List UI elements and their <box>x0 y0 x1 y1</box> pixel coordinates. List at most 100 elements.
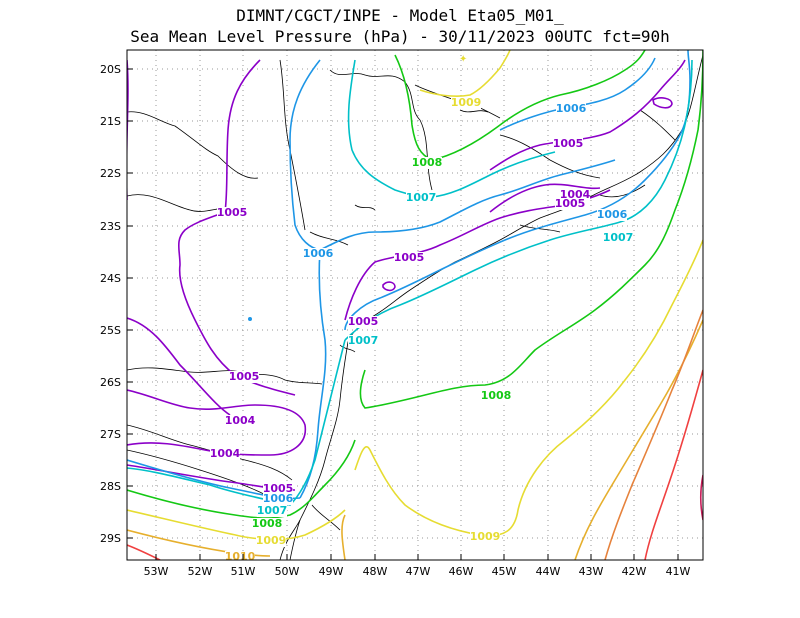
isobar-1005-lower <box>127 317 231 416</box>
contour-label: 1010 <box>225 550 256 563</box>
map-title-line-2: Sea Mean Level Pressure (hPa) - 30/11/20… <box>130 27 670 46</box>
isobar-1010-south <box>341 514 346 560</box>
lat-tick-label: 21S <box>100 115 121 128</box>
isobar-1008-sw <box>127 439 356 519</box>
contour-label: 1005 <box>229 370 260 383</box>
isobar-1009-north <box>419 50 511 97</box>
map-title-line-1: DIMNT/CGCT/INPE - Model Eta05_M01_ <box>236 6 564 25</box>
contour-label: 1009 <box>470 530 501 543</box>
contour-label-bg <box>394 252 424 264</box>
contour-label: 1005 <box>555 197 586 210</box>
coastline-borders <box>127 54 703 560</box>
isobar-1007-upper <box>344 59 693 341</box>
contour-label: 1007 <box>406 191 437 204</box>
contour-label: 1009 <box>451 96 482 109</box>
lat-tick-label: 22S <box>100 167 121 180</box>
lon-tick-label: 49W <box>319 565 344 578</box>
station-marker-star: ✦ <box>459 54 467 65</box>
isobar-1006-ne <box>499 57 656 131</box>
lat-tick-label: 23S <box>100 220 121 233</box>
contour-label: 1007 <box>348 334 379 347</box>
isobar-1008-coast <box>359 50 703 409</box>
lon-tick-label: 45W <box>492 565 517 578</box>
map-frame <box>126 49 704 561</box>
contour-label-bg <box>553 138 583 150</box>
lon-tick-label: 51W <box>231 565 256 578</box>
contour-label-bg <box>555 198 585 210</box>
contour-label-bg <box>303 248 333 260</box>
lat-axis: 20S 21S 22S 23S 24S 25S 26S 27S 28S 29S <box>100 63 133 545</box>
isobar-1004-cell-2 <box>382 281 396 292</box>
contour-label: 1004 <box>210 447 241 460</box>
lon-tick-label: 48W <box>363 565 388 578</box>
contour-label: 1007 <box>603 231 634 244</box>
contour-label-bg <box>256 535 286 547</box>
contour-label-bg <box>451 97 481 109</box>
lat-tick-label: 24S <box>100 272 121 285</box>
isobar-1004-cell <box>652 97 673 109</box>
contour-label: 1005 <box>553 137 584 150</box>
lon-tick-label: 44W <box>536 565 561 578</box>
lat-tick-label: 28S <box>100 480 121 493</box>
contour-label: 1008 <box>481 389 512 402</box>
isobar-1006-main <box>289 59 616 251</box>
lat-tick-label: 25S <box>100 324 121 337</box>
contour-label-bg <box>556 103 586 115</box>
lon-tick-label: 41W <box>666 565 691 578</box>
contour-label-bg <box>263 483 293 495</box>
isobar-1005-main <box>177 59 296 396</box>
isobar-1007-coast <box>127 339 346 506</box>
contour-label: 1005 <box>263 482 294 495</box>
contour-label-bg <box>229 371 259 383</box>
lat-lon-grid <box>127 50 703 560</box>
isobar-1005-ne <box>489 59 686 171</box>
contour-label-bg <box>225 415 255 427</box>
contour-label-bg <box>348 316 378 328</box>
isobar-1006-stem <box>299 249 327 499</box>
lon-tick-label: 42W <box>622 565 647 578</box>
contour-label: 1009 <box>256 534 287 547</box>
isobar-1012 <box>127 369 703 560</box>
contour-label: 1006 <box>263 492 294 505</box>
contour-label: 1007 <box>257 504 288 517</box>
contour-label: 1006 <box>303 247 334 260</box>
isobar-1007-main <box>347 59 556 198</box>
lon-tick-label: 53W <box>144 565 169 578</box>
contour-label-bg <box>412 157 442 169</box>
isobar-1004 <box>127 389 306 456</box>
contour-label-bg <box>257 505 287 517</box>
contour-label: 1008 <box>412 156 443 169</box>
contour-label-bg <box>348 335 378 347</box>
lon-axis: 53W 52W 51W 50W 49W 48W 47W 46W 45W 44W 43W 42W 41W <box>144 554 691 578</box>
contour-label: 1004 <box>225 414 256 427</box>
contour-label-bg <box>597 209 627 221</box>
contour-label-bg <box>210 448 240 460</box>
contour-label-bg <box>603 232 633 244</box>
contour-label: 1008 <box>252 517 283 530</box>
contour-label: 1006 <box>556 102 587 115</box>
isobars <box>127 50 703 560</box>
contour-label-bg <box>263 493 293 505</box>
lon-tick-label: 50W <box>275 565 300 578</box>
lon-tick-label: 52W <box>188 565 213 578</box>
lon-tick-label: 43W <box>579 565 604 578</box>
lat-tick-label: 26S <box>100 376 121 389</box>
contour-label-bg <box>252 518 282 530</box>
contour-label: 1004 <box>560 188 591 201</box>
contour-label-bg <box>406 192 436 204</box>
contour-label-bg <box>481 390 511 402</box>
isobar-1004-east <box>489 183 601 213</box>
contour-label: 1006 <box>597 208 628 221</box>
lon-tick-label: 46W <box>449 565 474 578</box>
contour-label-bg <box>470 531 500 543</box>
contour-label: 1005 <box>394 251 425 264</box>
station-marker <box>248 317 252 321</box>
contour-label-bg <box>225 551 255 560</box>
contour-label: 1005 <box>348 315 379 328</box>
isobar-1012-east <box>699 474 703 521</box>
isobar-1009-east <box>354 239 703 537</box>
lon-tick-label: 47W <box>406 565 431 578</box>
contour-label-bg <box>217 207 247 219</box>
lat-tick-label: 29S <box>100 532 121 545</box>
